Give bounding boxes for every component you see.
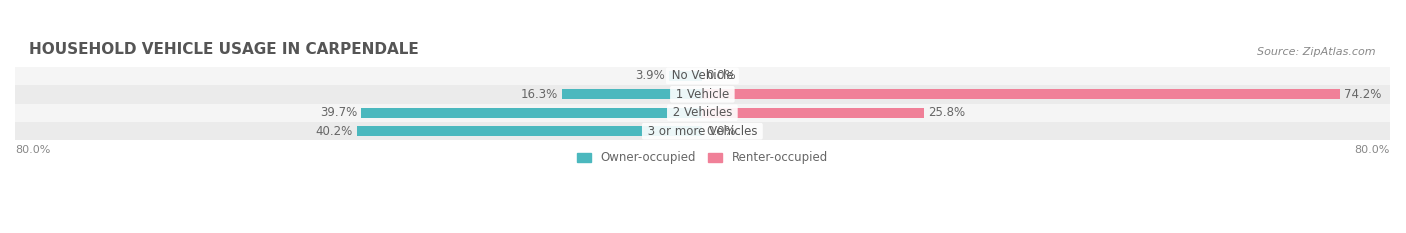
Text: 0.0%: 0.0% (707, 69, 737, 82)
Text: HOUSEHOLD VEHICLE USAGE IN CARPENDALE: HOUSEHOLD VEHICLE USAGE IN CARPENDALE (28, 41, 419, 57)
Bar (703, 108, 924, 118)
Legend: Owner-occupied, Renter-occupied: Owner-occupied, Renter-occupied (572, 147, 832, 169)
Text: Source: ZipAtlas.com: Source: ZipAtlas.com (1257, 47, 1376, 57)
Text: 3 or more Vehicles: 3 or more Vehicles (644, 125, 761, 138)
Bar (15, 85, 1389, 103)
Text: 2 Vehicles: 2 Vehicles (669, 106, 735, 119)
Text: No Vehicle: No Vehicle (668, 69, 737, 82)
Bar (562, 89, 703, 99)
Text: 39.7%: 39.7% (319, 106, 357, 119)
Bar (357, 126, 703, 136)
Bar (361, 108, 703, 118)
Text: 3.9%: 3.9% (634, 69, 665, 82)
Text: 74.2%: 74.2% (1344, 88, 1382, 101)
Text: 40.2%: 40.2% (315, 125, 353, 138)
Text: 80.0%: 80.0% (15, 145, 51, 155)
Bar (15, 67, 1389, 85)
Text: 16.3%: 16.3% (520, 88, 558, 101)
Bar (703, 89, 1340, 99)
Text: 80.0%: 80.0% (1354, 145, 1389, 155)
Text: 1 Vehicle: 1 Vehicle (672, 88, 733, 101)
Bar (15, 103, 1389, 122)
Bar (669, 71, 703, 81)
Bar (15, 122, 1389, 140)
Text: 25.8%: 25.8% (928, 106, 966, 119)
Text: 0.0%: 0.0% (707, 125, 737, 138)
